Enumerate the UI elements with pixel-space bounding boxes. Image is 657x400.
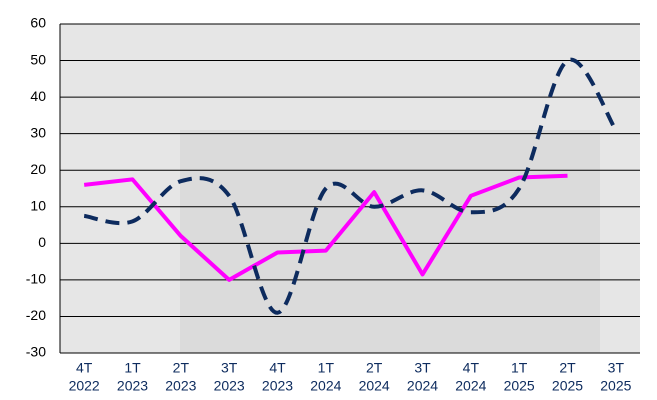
x-tick-label: 2024	[407, 378, 438, 394]
y-tick-label: -20	[26, 307, 46, 323]
x-tick-label: 2T	[173, 360, 190, 376]
x-tick-label: 2024	[359, 378, 390, 394]
x-tick-label: 3T	[608, 360, 625, 376]
background-photo	[180, 130, 600, 353]
x-tick-label: 1T	[511, 360, 528, 376]
x-tick-label: 3T	[221, 360, 238, 376]
y-tick-label: 10	[30, 197, 46, 213]
y-tick-label: 20	[30, 161, 46, 177]
x-tick-label: 2024	[310, 378, 341, 394]
y-tick-label: -10	[26, 271, 46, 287]
y-tick-label: 60	[30, 15, 46, 31]
x-tick-label: 2024	[455, 378, 486, 394]
x-tick-label: 1T	[124, 360, 141, 376]
y-tick-label: 0	[38, 234, 46, 250]
x-tick-label: 1T	[318, 360, 335, 376]
x-tick-label: 2T	[366, 360, 383, 376]
x-tick-label: 2022	[69, 378, 100, 394]
x-tick-label: 3T	[414, 360, 431, 376]
x-tick-label: 2T	[559, 360, 576, 376]
x-tick-label: 2023	[117, 378, 148, 394]
x-tick-label: 2023	[165, 378, 196, 394]
x-tick-label: 4T	[463, 360, 480, 376]
x-tick-label: 4T	[269, 360, 286, 376]
x-tick-label: 2023	[214, 378, 245, 394]
x-tick-label: 2023	[262, 378, 293, 394]
x-tick-label: 4T	[76, 360, 93, 376]
x-tick-label: 2025	[552, 378, 583, 394]
x-tick-label: 2025	[504, 378, 535, 394]
chart: -30 -20 -10 0 10 20 30 40 50 60 4T 2022 1T 2023 2T 2023…	[0, 0, 657, 400]
y-tick-label: 30	[30, 124, 46, 140]
y-tick-label: -30	[26, 344, 46, 360]
x-tick-label: 2025	[600, 378, 631, 394]
y-tick-label: 50	[30, 51, 46, 67]
y-tick-label: 40	[30, 88, 46, 104]
